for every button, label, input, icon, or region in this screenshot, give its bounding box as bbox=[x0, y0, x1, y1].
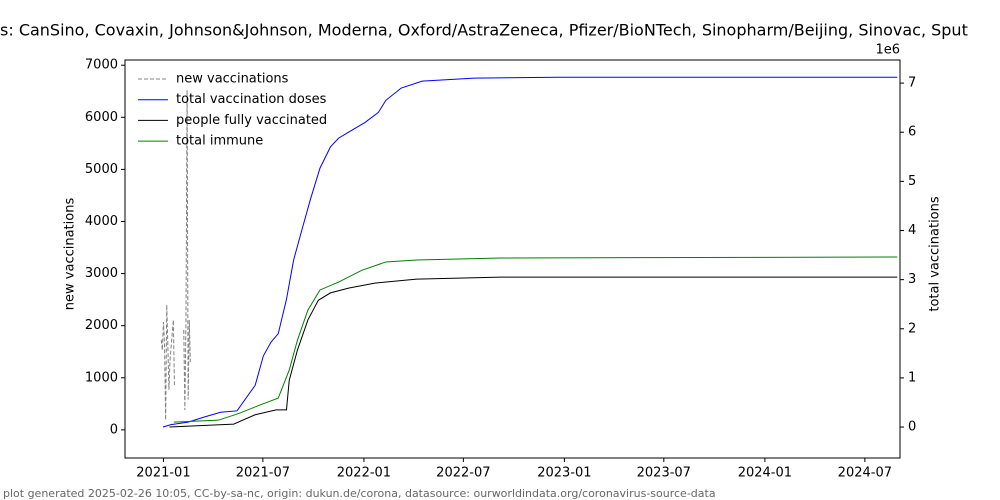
legend-label: new vaccinations bbox=[176, 72, 289, 87]
legend-label: total immune bbox=[176, 134, 263, 149]
x-tick-label: 2023-07 bbox=[637, 466, 691, 481]
legend-label: total vaccination doses bbox=[176, 92, 327, 107]
y2-tick-label: 7 bbox=[908, 76, 916, 91]
series-line bbox=[160, 90, 191, 420]
x-tick-label: 2021-01 bbox=[136, 466, 190, 481]
y2-offset-label: 1e6 bbox=[875, 43, 900, 58]
y2-tick-label: 2 bbox=[908, 321, 916, 336]
series-line bbox=[173, 256, 898, 423]
x-tick-label: 2022-07 bbox=[436, 466, 490, 481]
y2-tick-label: 1 bbox=[908, 370, 916, 385]
x-tick-label: 2023-01 bbox=[537, 466, 591, 481]
legend-label: people fully vaccinated bbox=[176, 113, 327, 128]
x-tick-label: 2022-01 bbox=[337, 466, 391, 481]
y-tick-label: 4000 bbox=[85, 214, 118, 229]
footer: plot generated 2025-02-26 10:05, CC-by-s… bbox=[3, 487, 716, 500]
y2-tick-label: 6 bbox=[908, 125, 916, 140]
x-tick-label: 2021-07 bbox=[236, 466, 290, 481]
y2-tick-label: 3 bbox=[908, 272, 916, 287]
y2-axis-label: total vaccinations bbox=[928, 196, 943, 312]
y-tick-label: 3000 bbox=[85, 266, 118, 281]
y2-tick-label: 0 bbox=[908, 420, 916, 435]
x-tick-label: 2024-01 bbox=[738, 466, 792, 481]
y-tick-label: 1000 bbox=[85, 370, 118, 385]
chart-title: s: CanSino, Covaxin, Johnson&Johnson, Mo… bbox=[0, 21, 968, 40]
y-axis-label: new vaccinations bbox=[63, 198, 78, 311]
series-line bbox=[169, 276, 898, 428]
y-tick-label: 6000 bbox=[85, 110, 118, 125]
y2-tick-label: 4 bbox=[908, 223, 916, 238]
y-tick-label: 2000 bbox=[85, 318, 118, 333]
y-tick-label: 7000 bbox=[85, 58, 118, 73]
y-tick-label: 5000 bbox=[85, 162, 118, 177]
x-tick-label: 2024-07 bbox=[838, 466, 892, 481]
series-line bbox=[162, 76, 898, 428]
y2-tick-label: 5 bbox=[908, 174, 916, 189]
y-tick-label: 0 bbox=[110, 422, 118, 437]
plot-frame bbox=[124, 59, 901, 459]
